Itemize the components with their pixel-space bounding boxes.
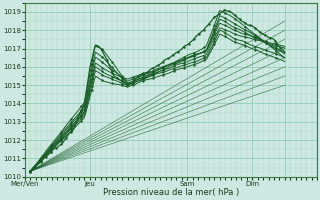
X-axis label: Pression niveau de la mer( hPa ): Pression niveau de la mer( hPa ) xyxy=(103,188,239,197)
